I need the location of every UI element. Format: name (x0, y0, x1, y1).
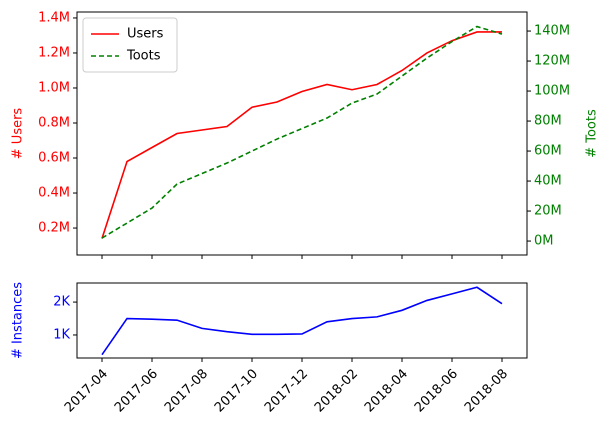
x-tick-label: 2017-04 (62, 366, 111, 415)
series-line (101, 31, 502, 239)
x-tick-label: 2018-06 (412, 366, 461, 415)
x-tick-label: 2018-02 (312, 366, 361, 415)
y-tick-label: 60M (534, 144, 562, 159)
x-tick-label: 2017-06 (112, 366, 161, 415)
y2-axis-label: # Toots (585, 109, 600, 158)
y-tick-label: 1.4M (38, 10, 70, 25)
y-tick-label: 0.2M (38, 221, 70, 236)
series-line (101, 25, 503, 239)
y-tick-label: 0M (534, 234, 554, 249)
x-tick-label: 2017-12 (262, 366, 311, 415)
y-axis-label: # Users (11, 108, 26, 160)
x-tick-label: 2017-10 (212, 366, 261, 415)
y-tick-label: 120M (534, 54, 570, 69)
y-tick-label: 100M (534, 84, 570, 99)
y-tick-label: 0.6M (38, 151, 70, 166)
legend-label: Users (127, 27, 164, 42)
y-tick-label: 40M (534, 174, 562, 189)
y-tick-label: 1.2M (38, 45, 70, 60)
y-axis-label: # Instances (11, 282, 26, 359)
plot-frame (76, 282, 528, 359)
x-tick-label: 2017-08 (162, 366, 211, 415)
y-tick-label: 1K (53, 327, 70, 342)
y-tick-label: 0.4M (38, 186, 70, 201)
y-tick-label: 20M (534, 204, 562, 219)
y-tick-label: 140M (534, 24, 570, 39)
y-tick-label: 2K (53, 295, 70, 310)
legend-label: Toots (126, 49, 161, 64)
y-tick-label: 80M (534, 114, 562, 129)
legend-box (82, 17, 178, 73)
x-tick-label: 2018-04 (362, 366, 411, 415)
y-tick-label: 1.0M (38, 80, 70, 95)
x-tick-label: 2018-08 (462, 366, 511, 415)
y-tick-label: 0.8M (38, 115, 70, 130)
series-line (101, 286, 503, 356)
